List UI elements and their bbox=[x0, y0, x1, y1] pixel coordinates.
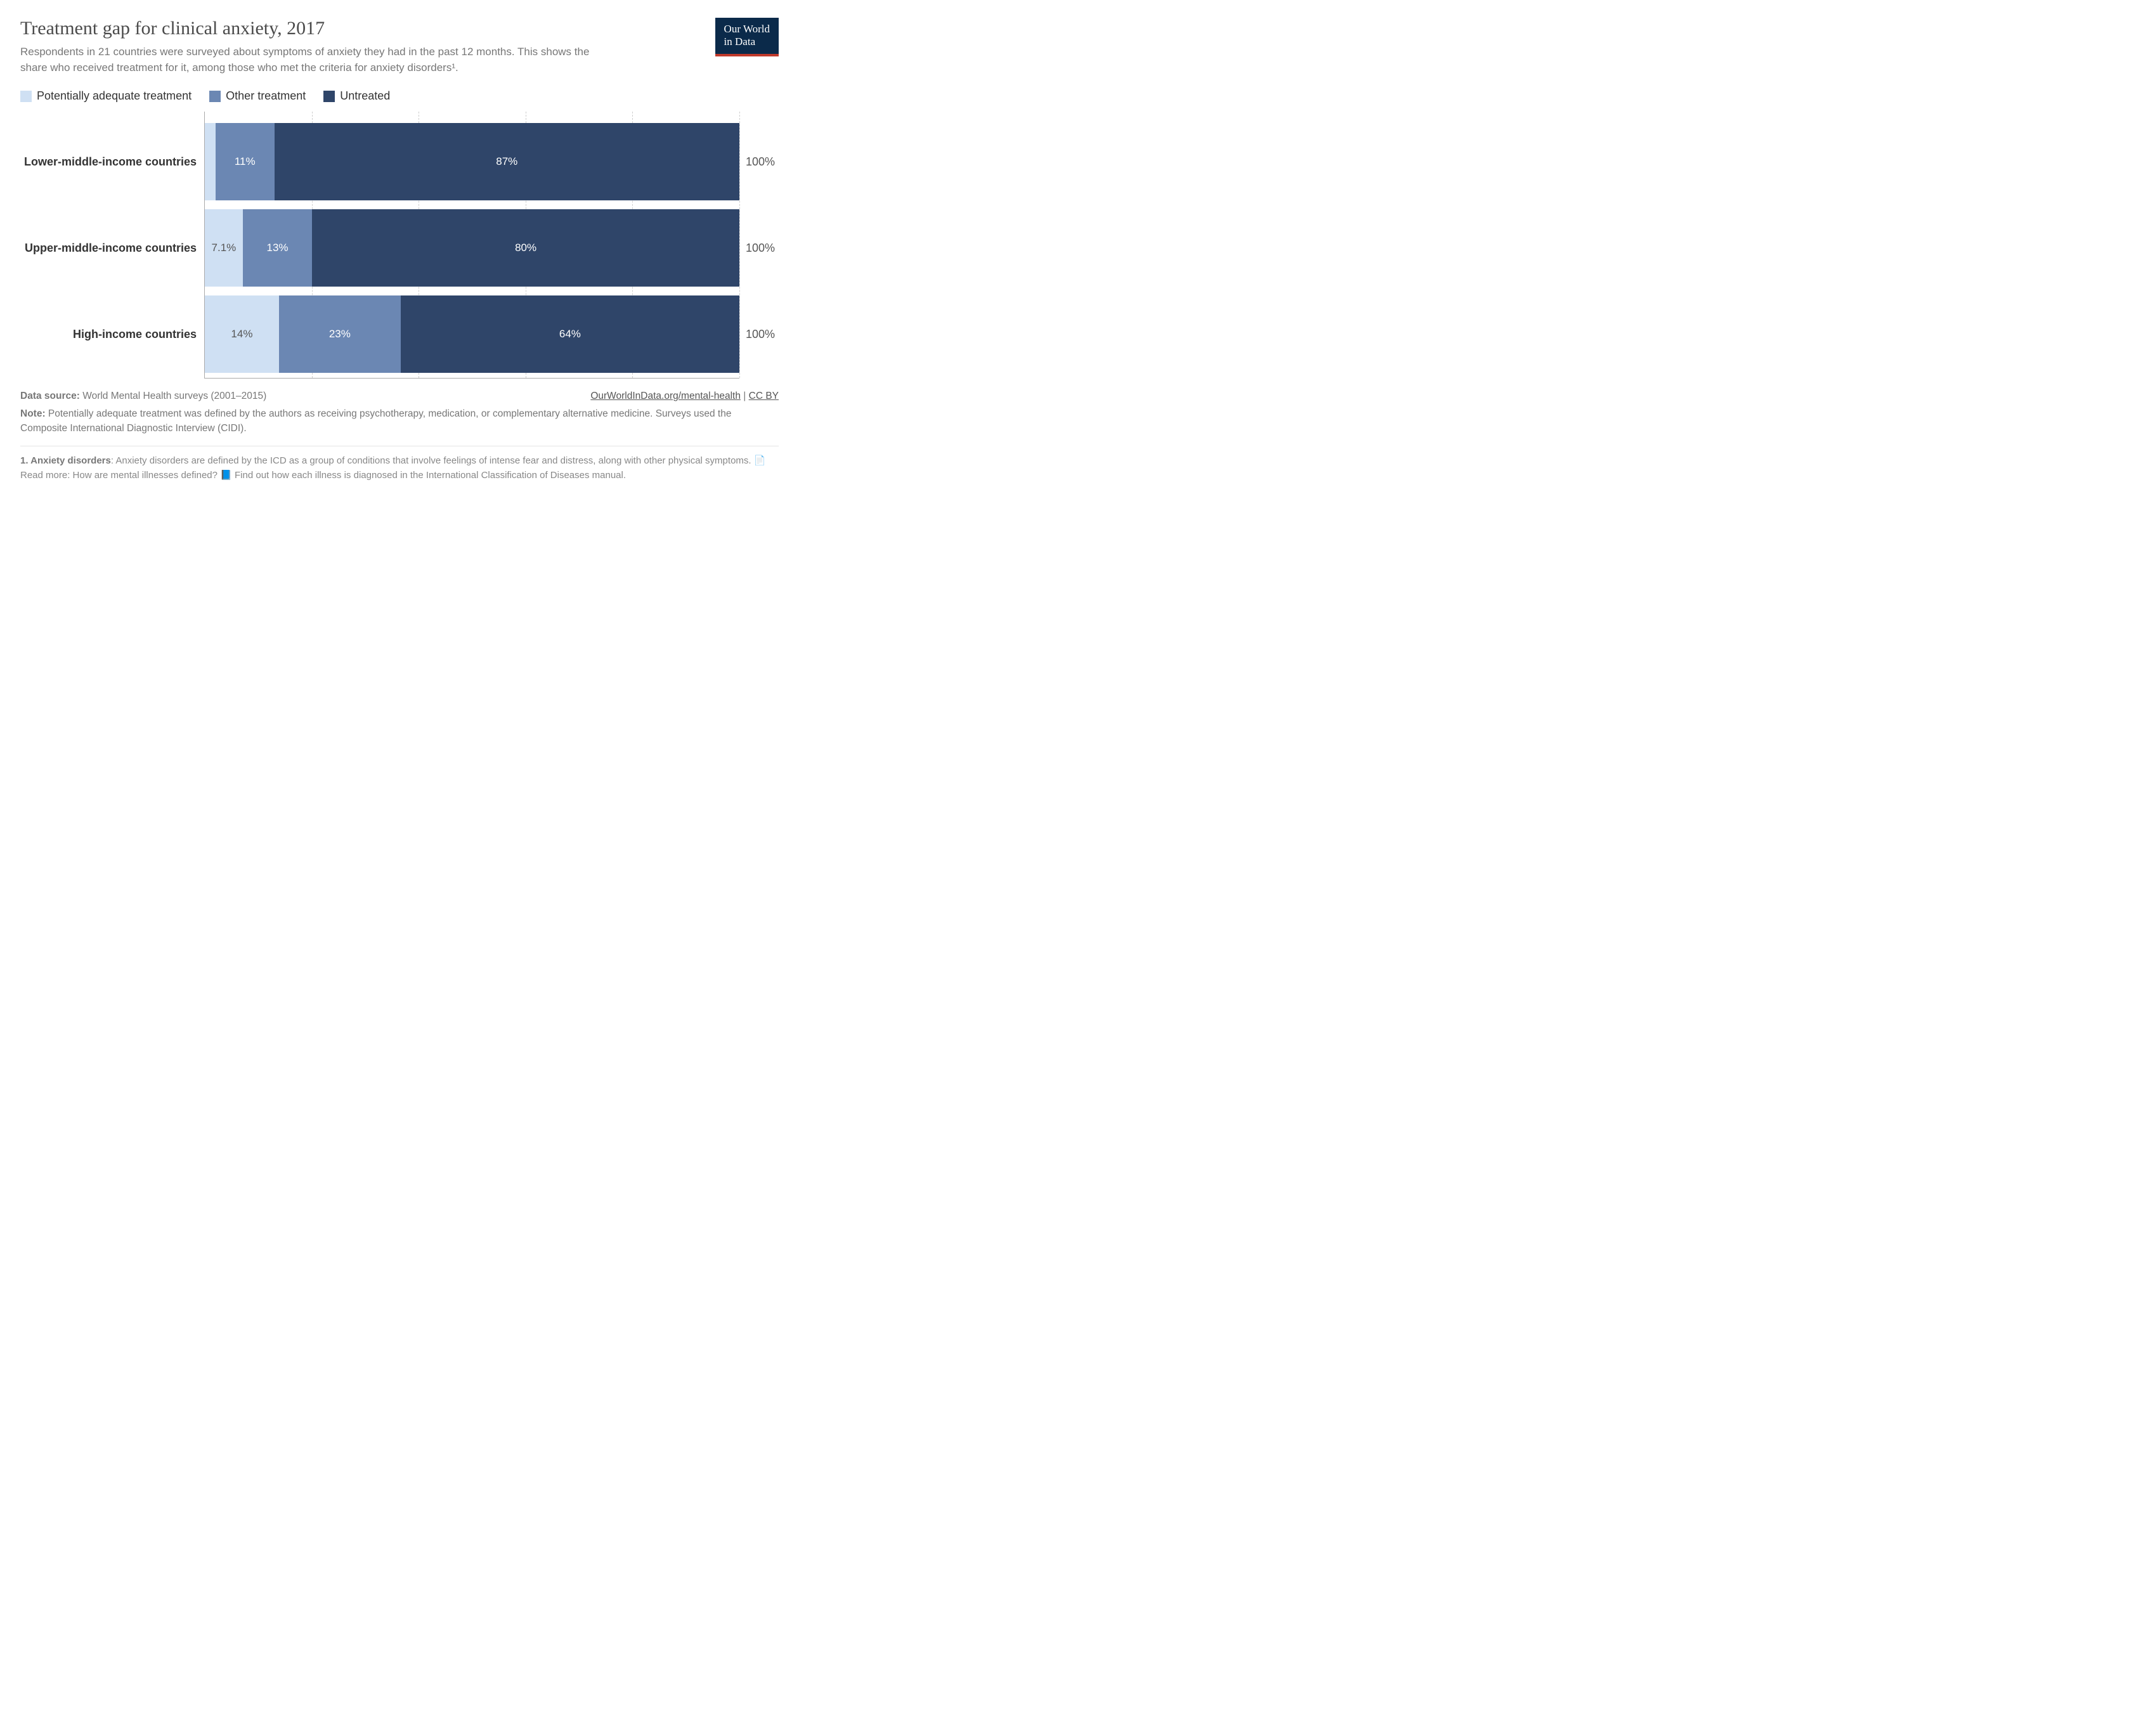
footnote-text: : Anxiety disorders are defined by the I… bbox=[20, 455, 765, 481]
legend-label: Untreated bbox=[340, 89, 390, 103]
legend-label: Other treatment bbox=[226, 89, 306, 103]
chart-title: Treatment gap for clinical anxiety, 2017 bbox=[20, 18, 616, 39]
source: Data source: World Mental Health surveys… bbox=[20, 389, 266, 403]
chart-area: Lower-middle-income countries Upper-middl… bbox=[20, 109, 779, 379]
source-row: Data source: World Mental Health surveys… bbox=[20, 389, 779, 403]
logo-line1: Our World bbox=[724, 23, 770, 36]
bar-segment bbox=[205, 123, 216, 200]
legend-item: Untreated bbox=[323, 89, 390, 103]
bars: 11%87% 7.1%13%80% 14%23%64% bbox=[205, 112, 739, 378]
footnote-num: 1. bbox=[20, 455, 29, 466]
bar-total-label: 100% bbox=[746, 295, 779, 373]
bar-totals: 100% 100% 100% bbox=[739, 112, 779, 379]
bar-segment: 64% bbox=[401, 295, 739, 373]
gridline bbox=[739, 112, 740, 378]
source-label: Data source: bbox=[20, 391, 80, 401]
legend-swatch bbox=[20, 91, 32, 102]
attribution: OurWorldInData.org/mental-health | CC BY bbox=[590, 389, 779, 403]
bar-segment: 13% bbox=[243, 209, 312, 287]
legend-item: Other treatment bbox=[209, 89, 306, 103]
legend-swatch bbox=[323, 91, 335, 102]
owid-logo: Our World in Data bbox=[715, 18, 779, 56]
bar-segment: 11% bbox=[216, 123, 275, 200]
bar-segment: 87% bbox=[275, 123, 739, 200]
legend-swatch bbox=[209, 91, 221, 102]
bar-row: 7.1%13%80% bbox=[205, 209, 739, 287]
legend-item: Potentially adequate treatment bbox=[20, 89, 192, 103]
bar-total-label: 100% bbox=[746, 123, 779, 200]
bar-row: 14%23%64% bbox=[205, 295, 739, 373]
note-text: Potentially adequate treatment was defin… bbox=[20, 408, 731, 434]
category-label: Upper-middle-income countries bbox=[20, 209, 197, 287]
footnote-term: Anxiety disorders bbox=[30, 455, 111, 466]
footer: Data source: World Mental Health surveys… bbox=[20, 389, 779, 483]
logo-line2: in Data bbox=[724, 36, 770, 48]
source-text: World Mental Health surveys (2001–2015) bbox=[82, 391, 266, 401]
bar-total-label: 100% bbox=[746, 209, 779, 287]
header-text: Treatment gap for clinical anxiety, 2017… bbox=[20, 18, 616, 75]
legend: Potentially adequate treatment Other trea… bbox=[20, 89, 779, 103]
legend-label: Potentially adequate treatment bbox=[37, 89, 192, 103]
note: Note: Potentially adequate treatment was… bbox=[20, 406, 779, 436]
category-label: High-income countries bbox=[20, 295, 197, 373]
bar-segment: 80% bbox=[312, 209, 739, 287]
bar-segment: 23% bbox=[279, 295, 401, 373]
chart-container: Treatment gap for clinical anxiety, 2017… bbox=[0, 0, 799, 495]
note-label: Note: bbox=[20, 408, 46, 419]
chart-subtitle: Respondents in 21 countries were surveye… bbox=[20, 44, 616, 75]
footnote: 1. Anxiety disorders: Anxiety disorders … bbox=[20, 454, 779, 483]
category-label: Lower-middle-income countries bbox=[20, 123, 197, 200]
category-labels: Lower-middle-income countries Upper-middl… bbox=[20, 112, 204, 379]
source-link[interactable]: OurWorldInData.org/mental-health bbox=[590, 391, 741, 401]
bar-segment: 14% bbox=[205, 295, 279, 373]
license-link[interactable]: CC BY bbox=[749, 391, 779, 401]
header: Treatment gap for clinical anxiety, 2017… bbox=[20, 18, 779, 75]
plot: 11%87% 7.1%13%80% 14%23%64% bbox=[204, 112, 739, 379]
bar-row: 11%87% bbox=[205, 123, 739, 200]
bar-segment: 7.1% bbox=[205, 209, 243, 287]
